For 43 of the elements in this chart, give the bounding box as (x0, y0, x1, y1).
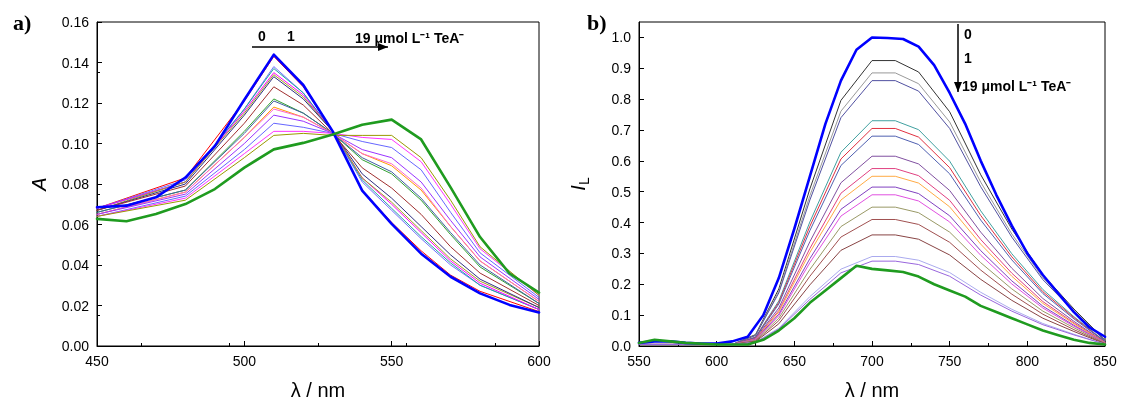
y-tick-label: 0.10 (61, 135, 90, 152)
annotation: 1 (287, 28, 295, 44)
y-tick-label: 0.9 (611, 60, 632, 77)
x-tick-label: 450 (85, 353, 109, 369)
chart-title: b) (587, 9, 607, 35)
x-tick-label: 800 (1015, 353, 1040, 369)
y-tick-label: 0.00 (61, 338, 90, 354)
y-tick-label: 0.08 (61, 176, 90, 192)
x-axis-title: λ / nm (844, 379, 900, 401)
x-tick-label: 650 (782, 353, 807, 369)
annotation: 0 (964, 26, 972, 42)
y-axis-title: IL (567, 177, 592, 191)
y-tick-label: 0.04 (61, 257, 90, 273)
y-tick-label: 0.8 (611, 91, 632, 108)
x-tick-label: 550 (627, 353, 651, 369)
y-tick-label: 0.7 (611, 122, 632, 138)
y-tick-label: 0.06 (61, 216, 90, 233)
y-tick-label: 0.12 (61, 95, 90, 111)
x-tick-label: 550 (379, 353, 404, 369)
x-tick-label: 850 (1093, 353, 1117, 369)
y-tick-label: 0.14 (61, 54, 90, 71)
y-tick-label: 0.6 (611, 152, 632, 169)
y-tick-label: 0.5 (611, 183, 632, 200)
annotation: 19 μmol L⁻¹ TeA⁻ (355, 29, 465, 47)
y-tick-label: 0.1 (611, 307, 632, 324)
y-axis-title: A (28, 177, 50, 192)
x-tick-label: 600 (704, 353, 729, 369)
x-axis-title: λ / nm (290, 379, 346, 401)
y-tick-label: 0.0 (611, 338, 632, 354)
x-tick-label: 700 (860, 353, 884, 369)
annotation: 0 (258, 28, 266, 44)
y-tick-label: 0.4 (611, 214, 632, 231)
y-tick-label: 0.3 (611, 245, 632, 262)
annotation: 1 (964, 50, 972, 66)
x-tick-label: 600 (527, 353, 551, 369)
x-tick-label: 500 (232, 353, 257, 369)
chart-title: a) (13, 9, 32, 35)
y-tick-label: 0.02 (61, 297, 90, 314)
x-tick-label: 750 (937, 353, 962, 369)
y-tick-label: 0.16 (61, 14, 90, 30)
y-tick-label: 0.2 (611, 276, 632, 293)
annotation: 19 μmol L⁻¹ TeA⁻ (962, 77, 1072, 95)
y-tick-label: 1.0 (611, 29, 632, 46)
